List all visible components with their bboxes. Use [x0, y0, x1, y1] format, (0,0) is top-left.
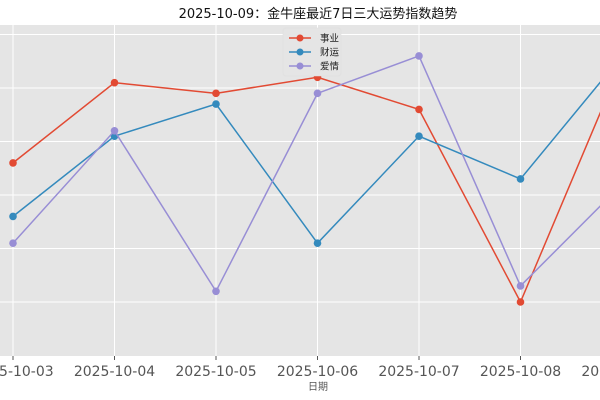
data-point	[110, 127, 119, 135]
x-tick-label: 2025-10-04	[74, 364, 155, 380]
x-axis-label: 日期	[308, 381, 328, 393]
data-point	[516, 175, 525, 183]
data-point	[212, 89, 220, 98]
legend-marker	[296, 62, 304, 70]
data-point	[415, 52, 423, 60]
data-point	[516, 298, 525, 306]
legend-label: 爱情	[320, 61, 340, 73]
data-point	[313, 89, 322, 98]
legend-label: 财运	[320, 47, 340, 59]
x-tick-label: 2025-10-07	[378, 364, 459, 380]
x-tick-label: 2025-10-09	[581, 364, 600, 380]
x-tick-label: 2025-10-08	[480, 364, 561, 380]
legend-label: 事业	[320, 33, 339, 45]
data-point	[415, 105, 423, 114]
data-point	[212, 287, 220, 296]
data-point	[9, 212, 17, 221]
x-tick-label: 2025-10-03	[0, 364, 54, 380]
data-point	[313, 239, 322, 247]
data-point	[9, 239, 17, 247]
x-tick-label: 2025-10-05	[175, 364, 256, 380]
data-point	[212, 100, 220, 108]
legend-marker	[296, 34, 304, 42]
data-point	[516, 282, 525, 290]
data-point	[415, 132, 423, 140]
x-tick-label: 2025-10-06	[277, 364, 358, 380]
data-point	[110, 78, 119, 87]
chart-title: 2025-10-09：金牛座最近7日三大运势指数趋势	[179, 6, 458, 22]
legend-marker	[296, 48, 304, 56]
data-point	[9, 159, 17, 167]
